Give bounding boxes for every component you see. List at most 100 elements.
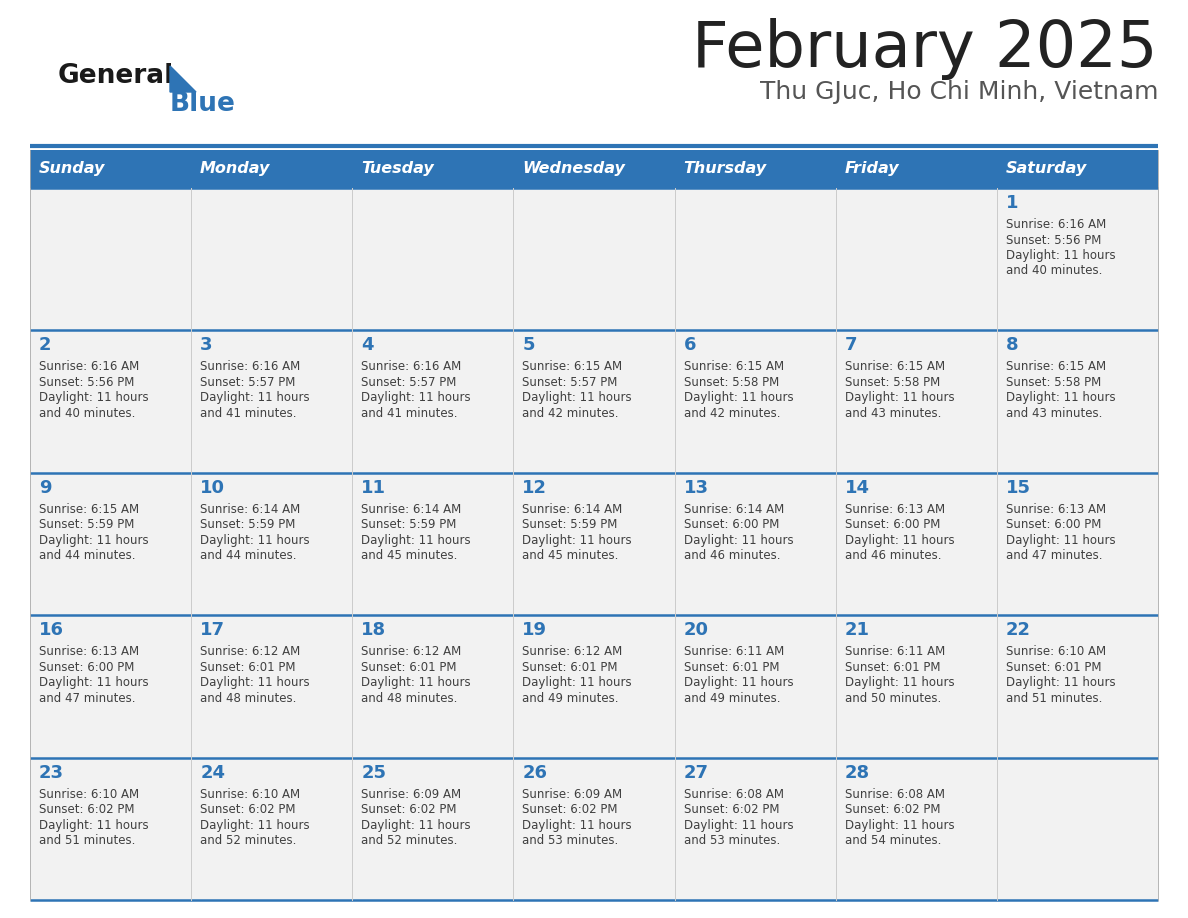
Text: Sunset: 6:01 PM: Sunset: 6:01 PM (200, 661, 296, 674)
Bar (835, 473, 997, 615)
Bar (30, 150, 191, 188)
Text: Daylight: 11 hours: Daylight: 11 hours (683, 533, 794, 547)
Text: 13: 13 (683, 479, 708, 497)
Text: General: General (58, 63, 175, 89)
Text: Sunset: 6:00 PM: Sunset: 6:00 PM (683, 519, 779, 532)
Bar (191, 150, 353, 188)
Bar (30, 473, 191, 615)
Bar (30, 188, 191, 330)
Text: 12: 12 (523, 479, 548, 497)
Text: Blue: Blue (170, 91, 236, 117)
Text: Daylight: 11 hours: Daylight: 11 hours (683, 819, 794, 832)
Text: Sunset: 5:57 PM: Sunset: 5:57 PM (200, 375, 296, 389)
Text: and 48 minutes.: and 48 minutes. (200, 691, 297, 705)
Text: 27: 27 (683, 764, 708, 781)
Text: Monday: Monday (200, 162, 271, 176)
Text: 24: 24 (200, 764, 226, 781)
Bar (191, 330, 353, 473)
Text: and 52 minutes.: and 52 minutes. (200, 834, 297, 847)
Text: and 49 minutes.: and 49 minutes. (683, 691, 781, 705)
Text: Sunrise: 6:15 AM: Sunrise: 6:15 AM (845, 361, 944, 374)
Text: Sunrise: 6:10 AM: Sunrise: 6:10 AM (200, 788, 301, 800)
Text: Daylight: 11 hours: Daylight: 11 hours (200, 677, 310, 689)
Text: Sunset: 6:00 PM: Sunset: 6:00 PM (1006, 519, 1101, 532)
Text: and 46 minutes.: and 46 minutes. (683, 549, 781, 563)
Text: Sunrise: 6:12 AM: Sunrise: 6:12 AM (361, 645, 461, 658)
Text: Sunday: Sunday (39, 162, 106, 176)
Text: 28: 28 (845, 764, 870, 781)
Text: Daylight: 11 hours: Daylight: 11 hours (39, 677, 148, 689)
Text: Sunset: 6:02 PM: Sunset: 6:02 PM (845, 803, 940, 816)
Text: Daylight: 11 hours: Daylight: 11 hours (1006, 533, 1116, 547)
Bar (675, 757, 835, 900)
Text: Daylight: 11 hours: Daylight: 11 hours (1006, 391, 1116, 405)
Text: Sunset: 5:56 PM: Sunset: 5:56 PM (1006, 233, 1101, 247)
Text: Daylight: 11 hours: Daylight: 11 hours (200, 391, 310, 405)
Text: and 52 minutes.: and 52 minutes. (361, 834, 457, 847)
Text: Sunset: 6:02 PM: Sunset: 6:02 PM (200, 803, 296, 816)
Text: Daylight: 11 hours: Daylight: 11 hours (845, 391, 954, 405)
Bar (675, 473, 835, 615)
Bar (513, 615, 675, 757)
Text: Daylight: 11 hours: Daylight: 11 hours (683, 391, 794, 405)
Bar (997, 757, 1158, 900)
Text: Sunset: 5:56 PM: Sunset: 5:56 PM (39, 375, 134, 389)
Text: February 2025: February 2025 (693, 18, 1158, 80)
Text: Sunrise: 6:10 AM: Sunrise: 6:10 AM (39, 788, 139, 800)
Text: Sunset: 6:01 PM: Sunset: 6:01 PM (845, 661, 940, 674)
Text: Daylight: 11 hours: Daylight: 11 hours (361, 391, 470, 405)
Text: Sunset: 6:02 PM: Sunset: 6:02 PM (361, 803, 456, 816)
Text: Sunrise: 6:09 AM: Sunrise: 6:09 AM (523, 788, 623, 800)
Text: and 53 minutes.: and 53 minutes. (683, 834, 779, 847)
Bar (997, 188, 1158, 330)
Text: Daylight: 11 hours: Daylight: 11 hours (200, 533, 310, 547)
Text: 6: 6 (683, 336, 696, 354)
Text: Sunset: 6:00 PM: Sunset: 6:00 PM (845, 519, 940, 532)
Text: Daylight: 11 hours: Daylight: 11 hours (200, 819, 310, 832)
Text: Sunrise: 6:09 AM: Sunrise: 6:09 AM (361, 788, 461, 800)
Bar (997, 615, 1158, 757)
Text: 21: 21 (845, 621, 870, 639)
Bar (835, 615, 997, 757)
Text: Daylight: 11 hours: Daylight: 11 hours (523, 677, 632, 689)
Bar (513, 330, 675, 473)
Bar (513, 757, 675, 900)
Text: Sunrise: 6:08 AM: Sunrise: 6:08 AM (683, 788, 784, 800)
Text: Sunrise: 6:15 AM: Sunrise: 6:15 AM (683, 361, 784, 374)
Text: Daylight: 11 hours: Daylight: 11 hours (845, 819, 954, 832)
Text: 5: 5 (523, 336, 535, 354)
Text: Sunrise: 6:11 AM: Sunrise: 6:11 AM (683, 645, 784, 658)
Text: 18: 18 (361, 621, 386, 639)
Text: 7: 7 (845, 336, 858, 354)
Text: and 43 minutes.: and 43 minutes. (845, 407, 941, 420)
Text: 23: 23 (39, 764, 64, 781)
Text: Sunset: 6:00 PM: Sunset: 6:00 PM (39, 661, 134, 674)
Text: 10: 10 (200, 479, 226, 497)
Bar (30, 615, 191, 757)
Bar (191, 473, 353, 615)
Text: Daylight: 11 hours: Daylight: 11 hours (683, 677, 794, 689)
Text: Friday: Friday (845, 162, 899, 176)
Text: Daylight: 11 hours: Daylight: 11 hours (845, 677, 954, 689)
Bar (353, 188, 513, 330)
Text: and 42 minutes.: and 42 minutes. (683, 407, 781, 420)
Text: Sunset: 6:02 PM: Sunset: 6:02 PM (523, 803, 618, 816)
Text: Sunrise: 6:12 AM: Sunrise: 6:12 AM (200, 645, 301, 658)
Text: Thursday: Thursday (683, 162, 766, 176)
Bar (191, 615, 353, 757)
Text: and 47 minutes.: and 47 minutes. (39, 691, 135, 705)
Text: and 51 minutes.: and 51 minutes. (39, 834, 135, 847)
Text: and 45 minutes.: and 45 minutes. (523, 549, 619, 563)
Bar (997, 473, 1158, 615)
Text: Sunrise: 6:13 AM: Sunrise: 6:13 AM (39, 645, 139, 658)
Bar (513, 188, 675, 330)
Text: Sunset: 6:02 PM: Sunset: 6:02 PM (39, 803, 134, 816)
Text: Sunset: 5:57 PM: Sunset: 5:57 PM (523, 375, 618, 389)
Bar (30, 757, 191, 900)
Text: Sunrise: 6:13 AM: Sunrise: 6:13 AM (1006, 503, 1106, 516)
Text: 8: 8 (1006, 336, 1018, 354)
Bar (675, 188, 835, 330)
Bar (353, 757, 513, 900)
Text: Sunrise: 6:16 AM: Sunrise: 6:16 AM (39, 361, 139, 374)
Text: Daylight: 11 hours: Daylight: 11 hours (39, 533, 148, 547)
